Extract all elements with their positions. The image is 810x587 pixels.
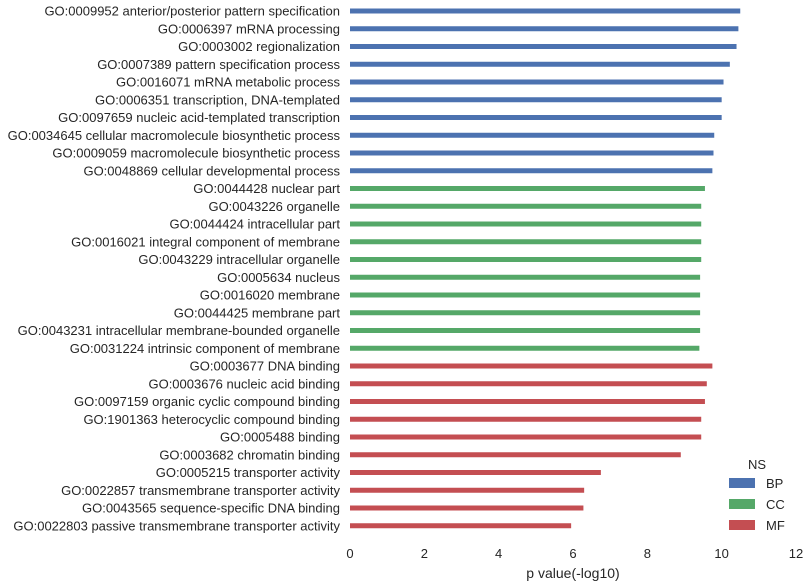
bar-29 bbox=[350, 523, 572, 529]
category-label-27: GO:0022857 transmembrane transporter act… bbox=[61, 483, 340, 498]
bar-21 bbox=[350, 381, 707, 387]
bars-group bbox=[350, 8, 741, 529]
category-label-13: GO:0016021 integral component of membran… bbox=[71, 234, 340, 249]
bar-0 bbox=[350, 8, 741, 14]
bar-15 bbox=[350, 274, 701, 280]
category-label-19: GO:0031224 intrinsic component of membra… bbox=[70, 341, 340, 356]
bar-23 bbox=[350, 416, 702, 422]
x-tick-label-2: 4 bbox=[495, 546, 502, 561]
category-label-11: GO:0043226 organelle bbox=[208, 199, 340, 214]
x-tick-label-5: 10 bbox=[714, 546, 728, 561]
category-label-1: GO:0006397 mRNA processing bbox=[158, 21, 340, 36]
bar-27 bbox=[350, 487, 585, 493]
category-label-18: GO:0043231 intracellular membrane-bounde… bbox=[18, 323, 340, 338]
category-labels: GO:0009952 anterior/posterior pattern sp… bbox=[8, 4, 341, 534]
bar-6 bbox=[350, 115, 722, 120]
x-axis-ticks: 0 2 4 6 8 10 12 bbox=[346, 546, 803, 561]
legend-label-bp: BP bbox=[766, 476, 783, 491]
category-label-7: GO:0034645 cellular macromolecule biosyn… bbox=[8, 128, 341, 143]
x-tick-label-0: 0 bbox=[346, 546, 353, 561]
category-label-2: GO:0003002 regionalization bbox=[178, 39, 340, 54]
bar-1 bbox=[350, 26, 739, 32]
category-label-0: GO:0009952 anterior/posterior pattern sp… bbox=[44, 4, 340, 19]
bar-9 bbox=[350, 168, 713, 174]
bar-5 bbox=[350, 97, 722, 103]
category-label-23: GO:1901363 heterocyclic compound binding bbox=[83, 412, 340, 427]
category-label-4: GO:0016071 mRNA metabolic process bbox=[116, 75, 340, 90]
bar-22 bbox=[350, 399, 705, 404]
bar-20 bbox=[350, 363, 713, 369]
category-label-17: GO:0044425 membrane part bbox=[174, 305, 341, 320]
bar-19 bbox=[350, 345, 700, 351]
category-label-10: GO:0044428 nuclear part bbox=[193, 181, 340, 196]
x-tick-label-1: 2 bbox=[421, 546, 428, 561]
legend-title: NS bbox=[748, 457, 766, 472]
bar-26 bbox=[350, 470, 601, 475]
legend-swatch-bp bbox=[729, 478, 755, 488]
category-label-9: GO:0048869 cellular developmental proces… bbox=[83, 163, 340, 178]
legend: NS BP CC MF bbox=[729, 457, 785, 533]
x-axis-label: p value(-log10) bbox=[526, 565, 619, 581]
bar-24 bbox=[350, 434, 702, 440]
legend-label-mf: MF bbox=[766, 518, 785, 533]
category-label-28: GO:0043565 sequence-specific DNA binding bbox=[82, 501, 340, 516]
bar-25 bbox=[350, 452, 681, 458]
category-label-14: GO:0043229 intracellular organelle bbox=[138, 252, 340, 267]
bar-17 bbox=[350, 310, 701, 316]
legend-swatch-mf bbox=[729, 520, 755, 530]
bar-3 bbox=[350, 61, 730, 67]
category-label-6: GO:0097659 nucleic acid-templated transc… bbox=[58, 110, 340, 125]
category-label-12: GO:0044424 intracellular part bbox=[169, 217, 340, 232]
bar-18 bbox=[350, 328, 701, 333]
x-tick-label-6: 12 bbox=[789, 546, 803, 561]
bar-2 bbox=[350, 44, 737, 49]
legend-swatch-cc bbox=[729, 499, 755, 509]
category-label-25: GO:0003682 chromatin binding bbox=[159, 447, 340, 462]
category-label-16: GO:0016020 membrane bbox=[200, 288, 340, 303]
bar-8 bbox=[350, 150, 714, 156]
category-label-5: GO:0006351 transcription, DNA-templated bbox=[95, 92, 340, 107]
category-label-22: GO:0097159 organic cyclic compound bindi… bbox=[74, 394, 340, 409]
bar-7 bbox=[350, 132, 715, 138]
category-label-20: GO:0003677 DNA binding bbox=[190, 359, 340, 374]
category-label-26: GO:0005215 transporter activity bbox=[156, 465, 341, 480]
bar-14 bbox=[350, 257, 702, 262]
category-label-3: GO:0007389 pattern specification process bbox=[97, 57, 340, 72]
category-label-24: GO:0005488 binding bbox=[220, 430, 340, 445]
bar-11 bbox=[350, 203, 702, 209]
bar-28 bbox=[350, 505, 584, 511]
bar-12 bbox=[350, 221, 702, 227]
category-label-21: GO:0003676 nucleic acid binding bbox=[148, 376, 340, 391]
bar-4 bbox=[350, 79, 724, 85]
x-tick-label-4: 8 bbox=[644, 546, 651, 561]
legend-label-cc: CC bbox=[766, 497, 785, 512]
category-label-29: GO:0022803 passive transmembrane transpo… bbox=[13, 518, 340, 533]
bar-16 bbox=[350, 292, 701, 298]
category-label-8: GO:0009059 macromolecule biosynthetic pr… bbox=[52, 146, 340, 161]
x-tick-label-3: 6 bbox=[569, 546, 576, 561]
bar-13 bbox=[350, 239, 702, 245]
category-label-15: GO:0005634 nucleus bbox=[217, 270, 340, 285]
bar-10 bbox=[350, 186, 705, 191]
